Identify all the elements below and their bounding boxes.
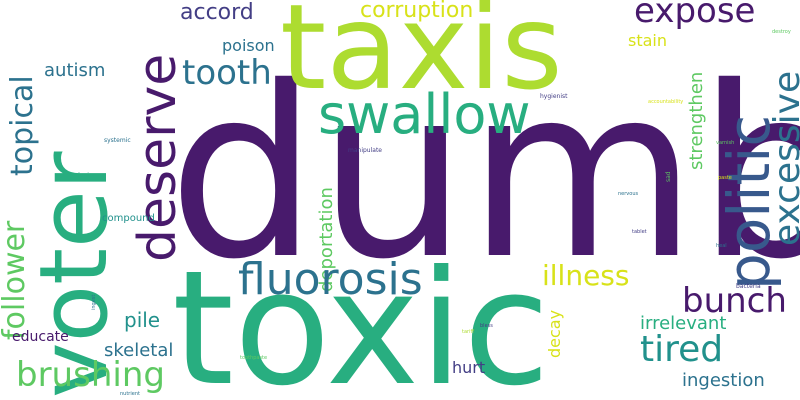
word-poison: poison: [222, 36, 275, 55]
word-bacteria: bacteria: [736, 283, 761, 290]
word-tooth: tooth: [182, 53, 272, 93]
word-paste: paste: [718, 175, 732, 181]
word-deserve: deserve: [128, 53, 188, 262]
word-accord: accord: [180, 0, 254, 25]
word-dumb: dumb: [168, 36, 800, 311]
word-educate: educate: [12, 329, 69, 345]
word-irrelevant: irrelevant: [640, 313, 727, 334]
word-topical: topical: [5, 75, 40, 176]
word-autism: autism: [44, 60, 106, 81]
word-destroy: destroy: [772, 29, 791, 35]
word-bunch: bunch: [682, 281, 787, 321]
word-taxis: taxis: [280, 0, 563, 116]
word-illness: illness: [542, 259, 630, 292]
word-accountability: accountability: [648, 99, 684, 105]
word-systemic: systemic: [104, 137, 131, 144]
word-strengthen: strengthen: [686, 71, 707, 170]
word-compound: compound: [102, 213, 155, 224]
word-brushing: brushing: [16, 355, 165, 395]
word-sad: sad: [665, 171, 672, 182]
word-expose: expose: [634, 0, 756, 31]
word-toothpaste: toothpaste: [240, 355, 268, 361]
word-tariff: tariff: [462, 329, 474, 335]
word-varnish: varnish: [716, 140, 735, 146]
word-tired: tired: [640, 329, 724, 370]
word-pile: pile: [124, 308, 161, 332]
word-manipulate: manipulate: [348, 147, 382, 154]
word-hurt: hurt: [452, 358, 486, 377]
word-fluorosis: fluorosis: [238, 254, 423, 305]
word-nervous: nervous: [618, 191, 639, 197]
word-excessive: excessive: [767, 70, 800, 246]
word-stain: stain: [628, 31, 667, 50]
word-toxic: toxic: [172, 237, 551, 400]
word-corruption: corruption: [360, 0, 474, 23]
word-nutrient: nutrient: [120, 391, 140, 397]
word-tablet: tablet: [632, 229, 647, 235]
word-ingest: ingest: [91, 294, 97, 310]
word-skeletal: skeletal: [104, 340, 174, 361]
word-swallow: swallow: [318, 83, 531, 146]
word-ingestion: ingestion: [682, 370, 765, 391]
word-bless: bless: [480, 323, 493, 329]
word-denier: denier: [76, 172, 96, 179]
word-heal: heal: [716, 243, 727, 249]
word-follower: follower: [0, 220, 32, 340]
word-decay: decay: [545, 309, 564, 358]
word-hygienist: hygienist: [540, 93, 568, 100]
